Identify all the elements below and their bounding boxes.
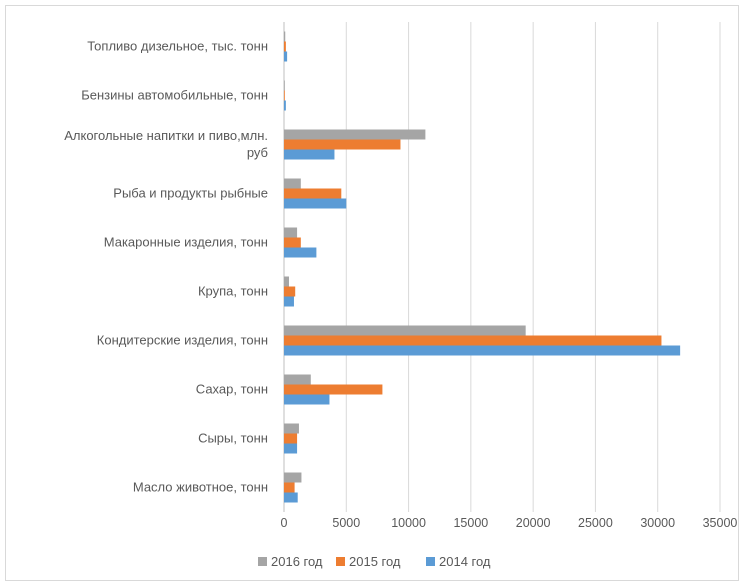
- chart-frame: [5, 5, 739, 581]
- category-label: Макаронные изделия, тонн: [104, 235, 268, 250]
- bar: [284, 276, 289, 287]
- bar: [284, 394, 330, 405]
- x-tick-label: 5000: [332, 516, 360, 530]
- category-label: Топливо дизельное, тыс. тонн: [87, 39, 268, 54]
- bar: [284, 492, 298, 503]
- bar: [284, 31, 286, 42]
- x-tick-label: 35000: [703, 516, 738, 530]
- bar: [284, 345, 681, 356]
- category-label: Рыба и продукты рыбные: [113, 186, 268, 201]
- bar: [284, 325, 526, 336]
- category-label: Сахар, тонн: [196, 382, 268, 397]
- bar: [284, 433, 298, 444]
- bar: [284, 286, 296, 297]
- grid: [283, 22, 721, 512]
- bar: [284, 335, 662, 346]
- category-labels: Масло животное, тонн Сыры, тонн Сахар, тон…: [64, 39, 268, 495]
- bar: [284, 178, 301, 189]
- category-label: Сыры, тонн: [198, 431, 268, 446]
- bar: [284, 198, 347, 209]
- x-tick-label: 15000: [453, 516, 488, 530]
- category-label: Крупа, тонн: [198, 284, 268, 299]
- legend-swatch: [258, 557, 267, 566]
- bar: [284, 423, 299, 434]
- legend: 2016 год 2015 год 2014 год: [258, 554, 491, 569]
- bar: [284, 374, 311, 385]
- bar: [284, 90, 285, 101]
- legend-label: 2015 год: [349, 554, 401, 569]
- bar: [284, 443, 298, 454]
- x-tick-label: 25000: [578, 516, 613, 530]
- bar: [284, 482, 295, 493]
- bar: [284, 80, 285, 91]
- bar: [284, 247, 317, 258]
- x-axis-ticks: 0 5000 10000 15000 20000 25000 30000 35000: [281, 516, 738, 530]
- bar: [284, 384, 383, 395]
- x-tick-label: 20000: [516, 516, 551, 530]
- x-tick-label: 10000: [391, 516, 426, 530]
- bar: [284, 227, 298, 238]
- bar: [284, 472, 302, 483]
- category-label: Бензины автомобильные, тонн: [81, 88, 268, 103]
- legend-swatch: [426, 557, 435, 566]
- bar: [284, 188, 342, 199]
- legend-label: 2014 год: [439, 554, 491, 569]
- x-tick-label: 30000: [640, 516, 675, 530]
- category-label: Масло животное, тонн: [133, 480, 268, 495]
- legend-swatch: [336, 557, 345, 566]
- bar: [284, 100, 286, 111]
- x-tick-label: 0: [281, 516, 288, 530]
- bar: [284, 149, 335, 160]
- category-label: Алкогольные напитки и пиво,млн. руб: [64, 128, 268, 160]
- bar: [284, 296, 294, 307]
- category-label: Кондитерские изделия, тонн: [97, 333, 268, 348]
- bar: [284, 139, 401, 150]
- bar: [284, 51, 288, 62]
- legend-label: 2016 год: [271, 554, 323, 569]
- bar: [284, 237, 301, 248]
- bars: [284, 31, 681, 503]
- bar: [284, 129, 426, 140]
- bar: [284, 41, 286, 52]
